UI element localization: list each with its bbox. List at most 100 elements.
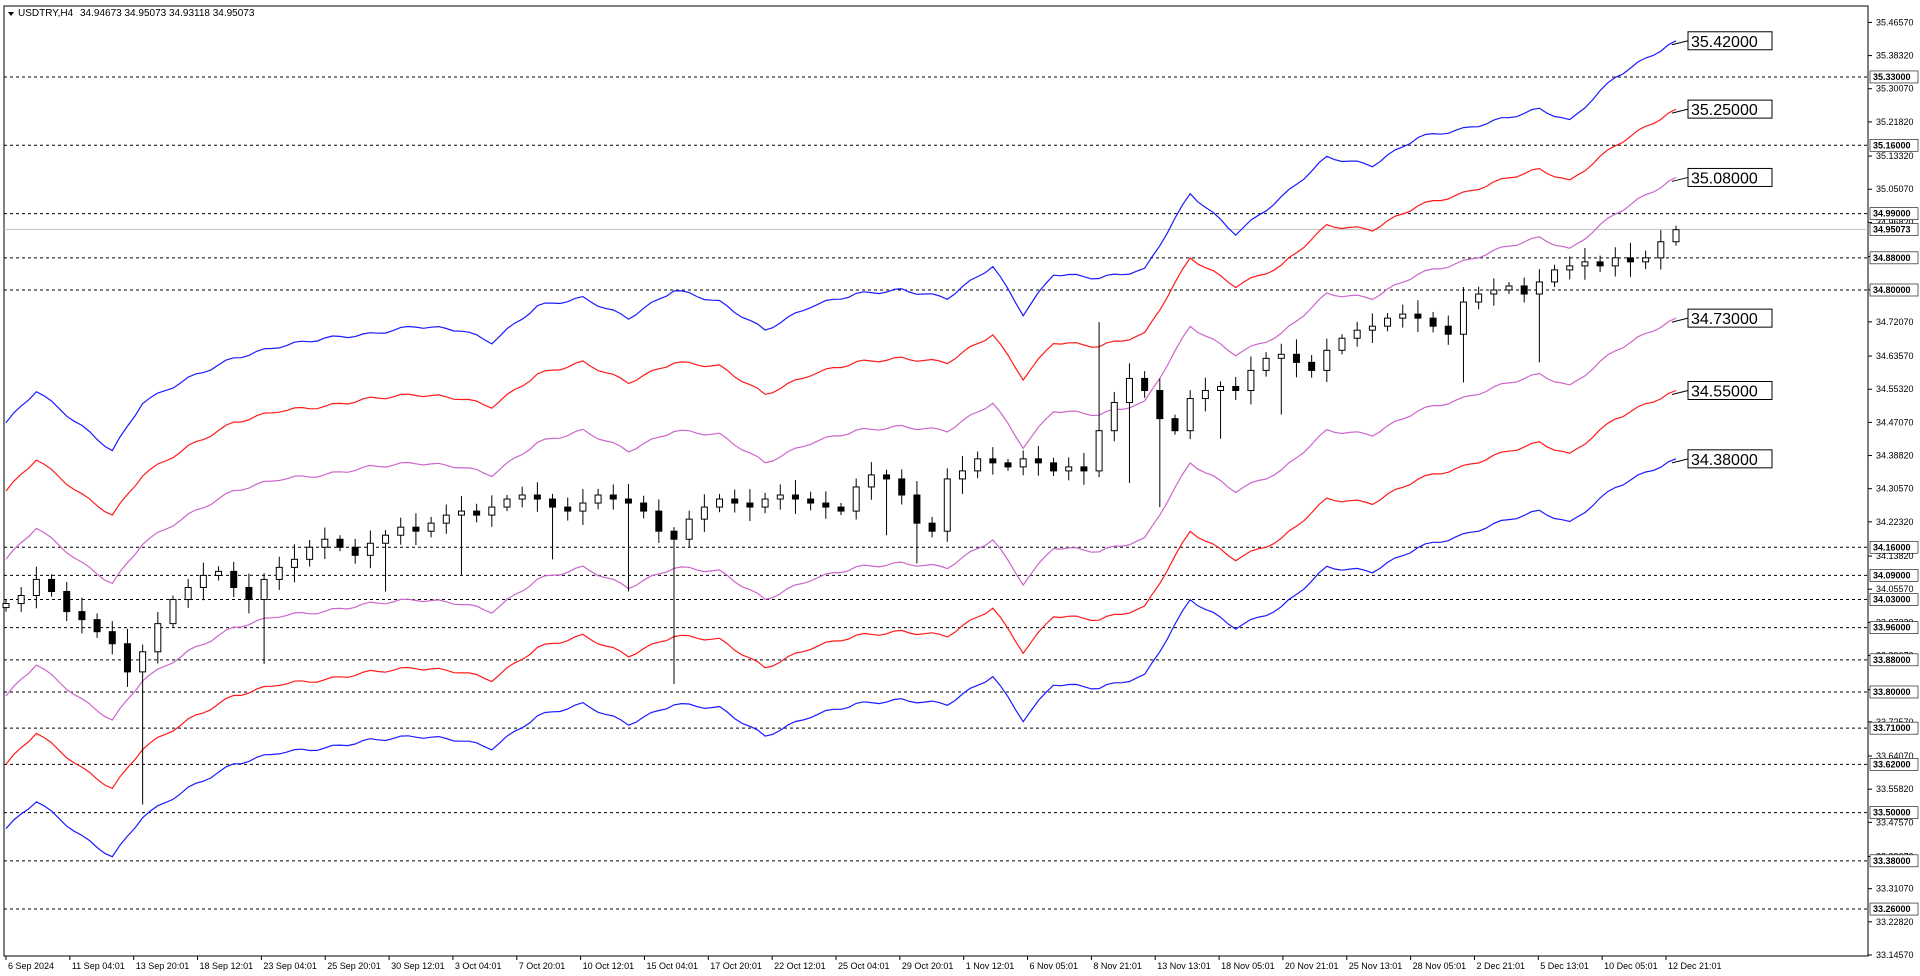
candle — [306, 539, 314, 567]
y-tick-label: 33.47570 — [1876, 817, 1914, 827]
x-tick-label: 25 Sep 20:01 — [327, 961, 381, 971]
level-tag-box — [1869, 251, 1919, 265]
candle — [1672, 225, 1680, 246]
candle — [1520, 277, 1528, 303]
candle — [1186, 390, 1194, 440]
current-price-box — [1869, 223, 1919, 236]
candle — [275, 556, 283, 591]
candle — [1642, 250, 1650, 270]
candlesticks — [2, 225, 1680, 805]
candle — [290, 544, 298, 583]
candle — [123, 628, 131, 687]
candle — [260, 573, 268, 664]
candle — [761, 492, 769, 514]
x-tick-label: 25 Oct 04:01 — [838, 961, 890, 971]
symbol-label: USDTRY,H4 — [18, 8, 74, 19]
x-tick-label: 1 Nov 12:01 — [966, 961, 1015, 971]
candle — [199, 562, 207, 601]
candle — [1065, 457, 1073, 481]
candle — [852, 478, 860, 520]
band-callouts: 35.42000 35.25000 35.08000 34.73000 34.55000… — [1671, 31, 1773, 469]
level-tag-label: 35.33000 — [1873, 72, 1911, 82]
x-tick-label: 29 Oct 20:01 — [902, 961, 954, 971]
y-tick-label: 34.22320 — [1876, 517, 1914, 527]
candle — [1626, 242, 1634, 277]
candle — [1368, 313, 1376, 343]
band-callout-label: 35.25000 — [1691, 102, 1758, 119]
band-callout: 34.73000 — [1671, 308, 1773, 328]
band-callout: 34.38000 — [1671, 449, 1773, 469]
x-tick-label: 2 Dec 21:01 — [1476, 961, 1525, 971]
candle — [1444, 315, 1452, 345]
x-tick-label: 15 Oct 04:01 — [646, 961, 698, 971]
candle — [457, 496, 465, 576]
y-tick-label: 35.46570 — [1876, 17, 1914, 27]
candle — [655, 499, 663, 543]
candle — [1171, 414, 1179, 435]
candle — [791, 480, 799, 515]
x-tick-label: 8 Nov 21:01 — [1093, 961, 1142, 971]
candle — [1262, 352, 1270, 377]
level-tag-label: 34.99000 — [1873, 209, 1911, 219]
level-tag-label: 33.62000 — [1873, 759, 1911, 769]
candle — [93, 613, 101, 638]
candle — [1034, 446, 1042, 476]
candle — [473, 503, 481, 523]
band-lower_outer — [5, 458, 1677, 858]
level-tag-label: 33.88000 — [1873, 655, 1911, 665]
candle — [17, 587, 25, 612]
candle — [1308, 355, 1316, 378]
candle — [533, 482, 541, 512]
candle — [442, 504, 450, 534]
x-tick-label: 6 Nov 05:01 — [1030, 961, 1079, 971]
x-tick-label: 5 Dec 13:01 — [1540, 961, 1589, 971]
x-tick-label: 30 Sep 12:01 — [391, 961, 445, 971]
y-tick-label: 35.30070 — [1876, 84, 1914, 94]
band-callout: 35.08000 — [1671, 167, 1773, 187]
candle — [579, 489, 587, 525]
x-tick-label: 13 Sep 20:01 — [136, 961, 190, 971]
band-callout-label: 35.42000 — [1691, 34, 1758, 51]
candle — [943, 468, 951, 542]
band-callout-label: 34.55000 — [1691, 383, 1758, 400]
candle — [230, 561, 238, 597]
level-tag-box — [1869, 207, 1919, 220]
candle — [518, 486, 526, 508]
candle — [366, 530, 374, 569]
x-tick-label: 17 Oct 20:01 — [710, 961, 762, 971]
candle — [640, 495, 648, 519]
level-tag-label: 34.09000 — [1873, 570, 1911, 580]
dropdown-triangle-icon[interactable] — [8, 12, 14, 16]
candle — [169, 595, 177, 628]
candle — [1429, 311, 1437, 333]
level-tag-label: 33.38000 — [1873, 856, 1911, 866]
band-callout-label: 34.38000 — [1691, 452, 1758, 469]
level-tag-box — [1869, 685, 1919, 699]
y-tick-label: 35.05070 — [1876, 184, 1914, 194]
candle — [1292, 339, 1300, 378]
level-tag-box — [1869, 653, 1919, 667]
y-tick-label: 35.13320 — [1876, 151, 1914, 161]
candle — [351, 538, 359, 564]
x-tick-label: 11 Sep 04:01 — [72, 961, 125, 971]
candle — [1459, 287, 1467, 383]
current-price-label: 34.95073 — [1873, 224, 1911, 234]
y-tick-label: 33.72570 — [1876, 717, 1914, 727]
candle — [1323, 338, 1331, 383]
candle — [139, 644, 147, 805]
candle — [1581, 247, 1589, 280]
candle — [1141, 371, 1149, 398]
y-tick-label: 34.05570 — [1876, 584, 1914, 594]
candle — [564, 497, 572, 521]
candle — [1414, 300, 1422, 333]
candle — [108, 621, 116, 655]
y-tick-label: 33.64070 — [1876, 751, 1914, 761]
x-tick-label: 6 Sep 2024 — [8, 961, 54, 971]
candle — [1247, 356, 1255, 405]
level-tag-box — [1869, 283, 1919, 297]
x-tick-label: 22 Oct 12:01 — [774, 961, 826, 971]
level-tag-label: 33.50000 — [1873, 808, 1911, 818]
y-tick-label: 34.55320 — [1876, 384, 1914, 394]
x-tick-label: 25 Nov 13:01 — [1349, 961, 1403, 971]
